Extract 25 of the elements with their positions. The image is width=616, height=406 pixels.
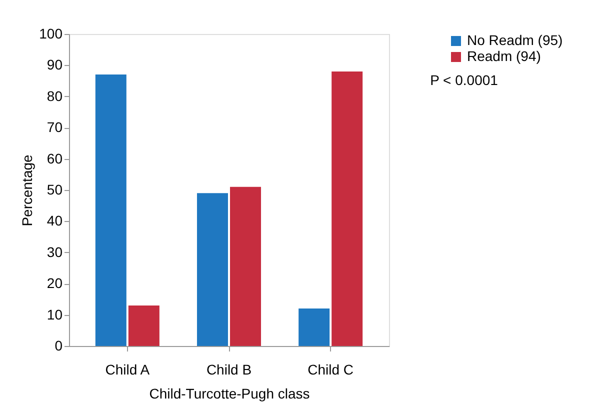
y-tick-label: 40 [46,212,63,229]
y-tick-label: 90 [46,56,63,73]
y-axis-title: Percentage [19,154,36,226]
y-tick-label: 100 [39,26,63,42]
bar [128,305,160,346]
bar [298,308,330,346]
x-tick-label: Child B [206,362,252,378]
y-tick-label: 0 [54,338,63,354]
text: P < 0.0001 [430,72,498,88]
y-tick-label: 80 [46,88,63,104]
bar [332,71,363,346]
y-tick-label: 70 [46,119,63,136]
y-tick-label: 60 [46,150,63,166]
y-tick-label: 20 [46,275,63,292]
x-tick-label: Child C [308,362,354,378]
x-axis-title: Child-Turcotte-Pugh class [149,386,310,402]
bar [95,74,126,346]
bar [230,186,262,346]
x-tick-label: Child A [105,362,150,378]
y-tick-label: 30 [46,244,63,260]
bar [196,193,228,346]
legend-label: Readm (94) [467,48,541,64]
y-tick-label: 10 [46,306,63,322]
legend-label: No Readm (95) [467,32,563,48]
y-tick-label: 50 [46,182,63,198]
